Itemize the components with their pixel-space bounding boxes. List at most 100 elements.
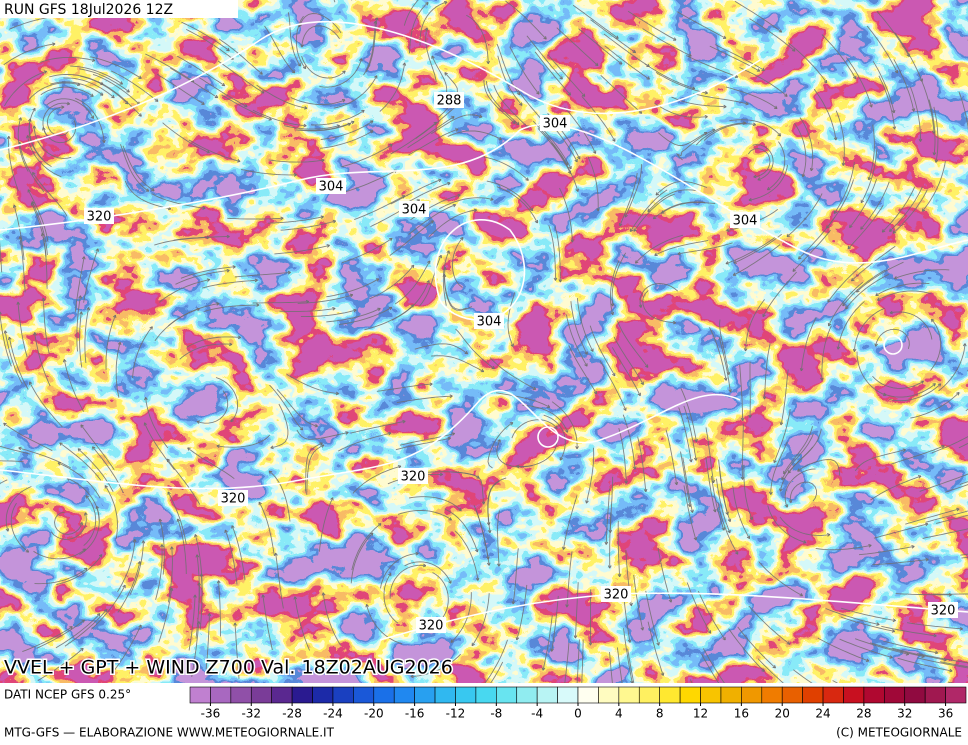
streamline bbox=[144, 422, 175, 471]
streamline-arrow bbox=[448, 517, 452, 521]
streamline-arrow bbox=[673, 37, 677, 41]
streamline bbox=[37, 647, 84, 682]
streamline-arrow bbox=[536, 91, 540, 95]
streamline bbox=[4, 330, 23, 384]
streamline-arrow bbox=[723, 377, 728, 381]
streamline bbox=[64, 609, 108, 647]
streamline bbox=[394, 260, 431, 305]
streamline-arrow bbox=[607, 565, 612, 569]
streamline-arrow bbox=[674, 481, 679, 486]
streamline-arrow bbox=[570, 239, 575, 243]
streamline-arrow bbox=[749, 516, 754, 521]
streamline bbox=[42, 297, 50, 354]
streamline bbox=[675, 128, 715, 161]
streamline bbox=[112, 624, 142, 674]
streamline bbox=[3, 422, 53, 452]
streamline bbox=[609, 512, 612, 569]
streamline-arrow bbox=[740, 417, 745, 421]
streamline bbox=[13, 204, 25, 261]
streamline-arrow bbox=[541, 667, 546, 671]
streamline bbox=[921, 161, 946, 212]
streamline-arrow bbox=[446, 250, 450, 254]
streamline-arrow bbox=[81, 256, 86, 260]
streamline-arrow bbox=[948, 592, 952, 597]
streamline bbox=[543, 414, 566, 461]
streamline-arrow bbox=[122, 584, 126, 589]
streamline-arrow bbox=[33, 332, 37, 336]
streamline bbox=[447, 130, 502, 141]
streamline bbox=[320, 130, 374, 149]
colorbar-swatch bbox=[434, 686, 456, 704]
streamline-arrow bbox=[627, 639, 632, 643]
streamline-arrow bbox=[567, 92, 571, 96]
streamline bbox=[268, 216, 324, 224]
contour-label-box bbox=[218, 490, 248, 506]
streamline-arrow bbox=[95, 248, 99, 252]
streamline bbox=[610, 260, 620, 315]
streamline bbox=[551, 142, 579, 192]
streamline-arrow bbox=[568, 165, 572, 170]
streamline bbox=[156, 73, 205, 105]
streamline bbox=[835, 110, 845, 166]
streamline-arrow bbox=[784, 93, 788, 97]
streamline bbox=[41, 233, 48, 289]
streamline-arrow bbox=[41, 297, 46, 301]
streamline-arrow bbox=[827, 299, 831, 303]
streamline bbox=[63, 77, 115, 99]
streamline bbox=[676, 11, 727, 39]
streamline-arrow bbox=[773, 459, 777, 464]
streamline bbox=[881, 186, 916, 233]
streamline bbox=[710, 475, 725, 531]
streamline bbox=[576, 639, 580, 683]
streamline bbox=[616, 647, 623, 683]
streamline bbox=[858, 545, 915, 556]
map-title: VVEL + GPT + WIND Z700 Val. 18Z02AUG2026 bbox=[4, 657, 453, 679]
streamline bbox=[497, 510, 500, 567]
streamline bbox=[892, 189, 928, 234]
streamline bbox=[403, 0, 419, 26]
streamline-arrow bbox=[486, 60, 491, 65]
streamline bbox=[718, 459, 729, 515]
streamline bbox=[762, 271, 797, 317]
streamline bbox=[891, 445, 945, 465]
streamline bbox=[786, 193, 823, 238]
streamline bbox=[0, 311, 12, 367]
streamline bbox=[117, 539, 136, 593]
streamline bbox=[369, 264, 415, 300]
streamline bbox=[925, 510, 968, 523]
streamline bbox=[486, 180, 533, 211]
streamline-arrow bbox=[610, 311, 615, 316]
streamline bbox=[787, 42, 828, 84]
streamline-arrow bbox=[852, 348, 857, 352]
streamline bbox=[218, 38, 263, 75]
streamline bbox=[252, 301, 309, 304]
streamline bbox=[415, 103, 460, 139]
streamline-arrow bbox=[320, 215, 324, 219]
streamline bbox=[618, 427, 627, 484]
streamline bbox=[658, 132, 708, 146]
streamline-arrow bbox=[889, 655, 893, 659]
streamline bbox=[55, 613, 101, 649]
streamline bbox=[287, 12, 301, 67]
streamline-arrow bbox=[449, 394, 453, 399]
streamline bbox=[639, 283, 679, 308]
streamline-arrow bbox=[31, 201, 35, 205]
streamline-arrow bbox=[752, 122, 757, 127]
streamline-arrow bbox=[772, 664, 776, 669]
streamline bbox=[341, 144, 393, 168]
streamline bbox=[611, 347, 641, 397]
streamline-arrow bbox=[786, 641, 791, 645]
streamline bbox=[188, 139, 241, 162]
streamline bbox=[729, 119, 781, 137]
streamline-arrow bbox=[345, 431, 349, 435]
contour-label: 304 bbox=[319, 180, 344, 195]
streamline-arrow bbox=[270, 445, 274, 450]
streamline bbox=[29, 381, 63, 428]
streamline-arrow bbox=[847, 245, 851, 250]
streamline bbox=[170, 67, 219, 98]
streamline bbox=[839, 638, 893, 659]
streamline bbox=[894, 269, 950, 280]
streamline-arrow bbox=[66, 101, 71, 106]
streamline-arrow bbox=[415, 551, 419, 556]
streamline bbox=[173, 236, 230, 241]
